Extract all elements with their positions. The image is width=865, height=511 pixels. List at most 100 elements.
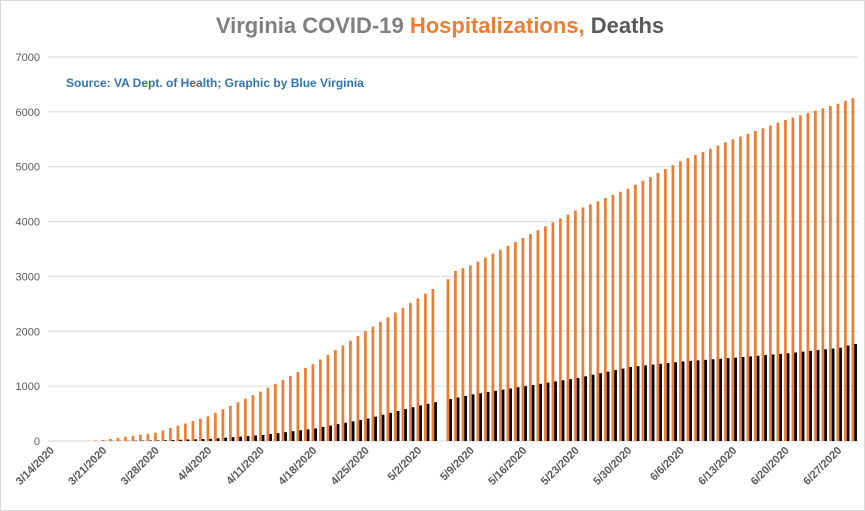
bar — [726, 358, 730, 441]
bar — [191, 421, 195, 441]
bar — [719, 358, 722, 441]
bar — [356, 336, 360, 441]
bar — [336, 424, 340, 441]
bar — [716, 145, 720, 441]
bar — [629, 366, 632, 441]
bar — [561, 380, 565, 441]
bar — [284, 432, 287, 441]
bar — [731, 139, 735, 442]
bar — [94, 440, 97, 441]
bar — [321, 426, 325, 441]
bar — [366, 418, 370, 441]
bar — [131, 435, 135, 441]
bar — [779, 353, 782, 441]
bar — [319, 359, 322, 441]
bar — [514, 241, 517, 441]
bar — [449, 399, 452, 441]
bar — [606, 371, 610, 441]
bar — [329, 425, 332, 441]
bar — [206, 416, 210, 441]
bar — [224, 437, 227, 441]
bar — [551, 222, 555, 441]
bar — [589, 204, 592, 441]
bar — [591, 374, 595, 441]
bar — [109, 438, 112, 441]
bar — [499, 249, 502, 441]
bar — [491, 253, 495, 441]
bar — [306, 429, 310, 441]
bar — [476, 261, 480, 441]
bar — [266, 387, 270, 441]
bar — [154, 432, 157, 441]
title-part: Virginia COVID-19 — [216, 13, 404, 38]
bar — [479, 393, 482, 441]
bar — [581, 207, 585, 441]
bar — [289, 375, 292, 441]
bar — [364, 331, 367, 441]
y-tick-label: 7000 — [16, 52, 40, 64]
bar — [531, 384, 535, 441]
bar — [296, 372, 300, 441]
bar — [596, 201, 600, 441]
bar — [769, 125, 772, 442]
bar — [186, 439, 190, 441]
bar — [281, 379, 285, 441]
bar — [829, 105, 832, 441]
bar — [686, 158, 690, 441]
bar — [749, 356, 752, 441]
bar — [651, 364, 655, 441]
bar — [784, 120, 787, 441]
bar — [696, 360, 700, 441]
bar — [351, 421, 355, 441]
bar — [326, 354, 330, 441]
subtitle: Source: VA Dept. of Health; Graphic by B… — [66, 76, 364, 90]
bar — [799, 115, 802, 442]
bar — [171, 439, 175, 441]
bar — [254, 435, 257, 441]
bar — [786, 353, 790, 441]
bar — [501, 389, 505, 441]
bar — [539, 383, 542, 441]
bar — [484, 257, 487, 441]
bar — [599, 373, 602, 441]
bar — [794, 352, 797, 441]
bar — [776, 122, 780, 441]
bar — [401, 307, 405, 441]
bar — [664, 169, 667, 442]
bar — [509, 388, 512, 441]
bar — [824, 349, 827, 441]
bar — [404, 409, 407, 441]
bar — [831, 348, 835, 441]
bar — [334, 350, 337, 441]
bar — [854, 343, 857, 441]
bar — [246, 436, 250, 441]
bar — [464, 395, 467, 441]
bar — [229, 405, 232, 441]
bar — [341, 345, 345, 441]
bar — [221, 409, 225, 441]
bar — [681, 361, 685, 441]
bar — [701, 151, 705, 441]
y-tick-label: 3000 — [16, 271, 40, 283]
bar — [584, 376, 587, 441]
bar — [619, 191, 622, 441]
bar — [139, 434, 142, 441]
bar — [371, 326, 375, 441]
y-tick-label: 5000 — [16, 162, 40, 174]
bar — [641, 180, 645, 442]
bar — [454, 270, 457, 441]
bar — [386, 317, 390, 441]
bar — [424, 293, 427, 441]
bar — [494, 390, 497, 441]
bar — [314, 428, 317, 441]
bar — [709, 148, 712, 441]
bar — [379, 321, 382, 441]
bar — [529, 234, 532, 441]
bar — [156, 440, 160, 441]
y-tick-label: 1000 — [16, 381, 40, 393]
bar — [456, 397, 460, 441]
bar — [411, 407, 415, 441]
bar — [426, 403, 430, 441]
bar — [649, 176, 652, 441]
bar — [764, 355, 767, 441]
